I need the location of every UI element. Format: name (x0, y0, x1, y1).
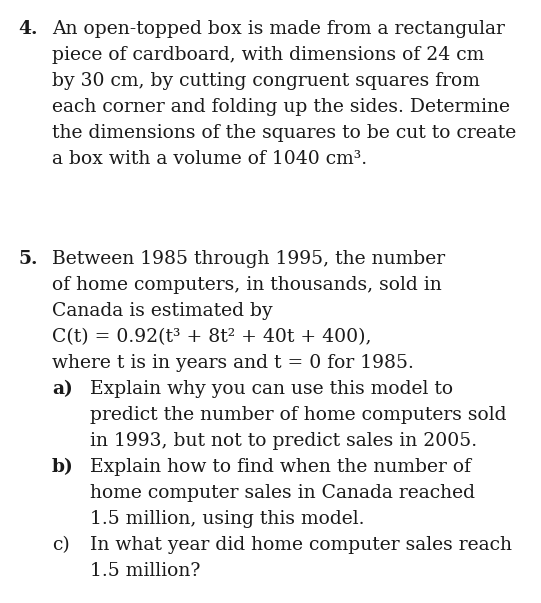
Text: 1.5 million?: 1.5 million? (90, 562, 200, 580)
Text: the dimensions of the squares to be cut to create: the dimensions of the squares to be cut … (52, 124, 516, 142)
Text: home computer sales in Canada reached: home computer sales in Canada reached (90, 484, 475, 502)
Text: 1.5 million, using this model.: 1.5 million, using this model. (90, 510, 365, 528)
Text: Explain why you can use this model to: Explain why you can use this model to (90, 380, 453, 398)
Text: by 30 cm, by cutting congruent squares from: by 30 cm, by cutting congruent squares f… (52, 72, 480, 90)
Text: Canada is estimated by: Canada is estimated by (52, 302, 273, 320)
Text: An open-topped box is made from a rectangular: An open-topped box is made from a rectan… (52, 20, 505, 38)
Text: piece of cardboard, with dimensions of 24 cm: piece of cardboard, with dimensions of 2… (52, 46, 484, 64)
Text: where t is in years and t = 0 for 1985.: where t is in years and t = 0 for 1985. (52, 354, 414, 372)
Text: Explain how to find when the number of: Explain how to find when the number of (90, 458, 471, 476)
Text: In what year did home computer sales reach: In what year did home computer sales rea… (90, 536, 512, 554)
Text: C(t) = 0.92(t³ + 8t² + 40t + 400),: C(t) = 0.92(t³ + 8t² + 40t + 400), (52, 328, 372, 346)
Text: a box with a volume of 1040 cm³.: a box with a volume of 1040 cm³. (52, 150, 367, 168)
Text: in 1993, but not to predict sales in 2005.: in 1993, but not to predict sales in 200… (90, 432, 477, 450)
Text: predict the number of home computers sold: predict the number of home computers sol… (90, 406, 506, 424)
Text: Between 1985 through 1995, the number: Between 1985 through 1995, the number (52, 250, 445, 268)
Text: b): b) (52, 458, 74, 476)
Text: of home computers, in thousands, sold in: of home computers, in thousands, sold in (52, 276, 442, 294)
Text: c): c) (52, 536, 70, 554)
Text: 4.: 4. (18, 20, 37, 38)
Text: a): a) (52, 380, 72, 398)
Text: each corner and folding up the sides. Determine: each corner and folding up the sides. De… (52, 98, 510, 116)
Text: 5.: 5. (18, 250, 37, 268)
